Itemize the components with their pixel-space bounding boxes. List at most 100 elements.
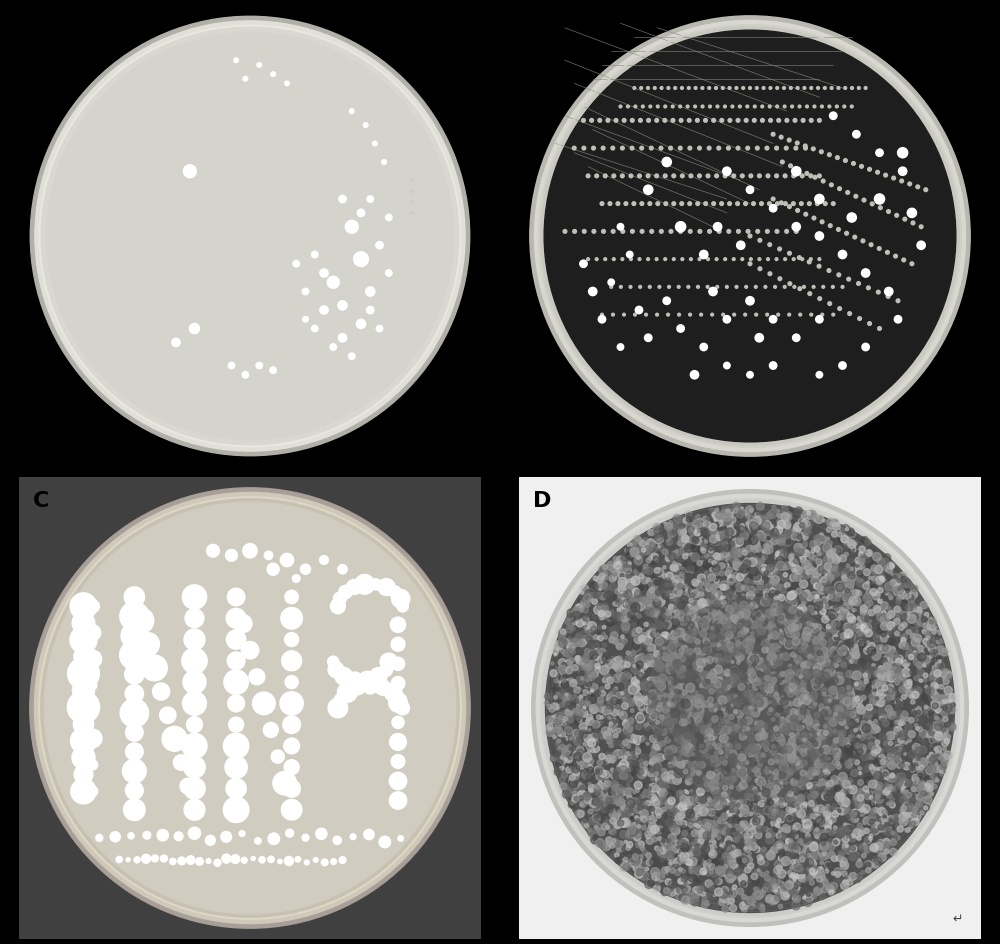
Circle shape — [800, 856, 805, 862]
Circle shape — [690, 569, 694, 573]
Circle shape — [670, 801, 676, 806]
Circle shape — [682, 831, 688, 836]
Circle shape — [709, 734, 715, 740]
Circle shape — [728, 779, 733, 784]
Circle shape — [699, 599, 705, 606]
Circle shape — [821, 778, 828, 784]
Circle shape — [593, 616, 599, 622]
Circle shape — [772, 866, 776, 870]
Circle shape — [723, 174, 727, 177]
Circle shape — [901, 612, 910, 620]
Circle shape — [836, 549, 842, 554]
Circle shape — [680, 851, 689, 861]
Circle shape — [859, 803, 866, 810]
Circle shape — [728, 761, 733, 766]
Circle shape — [726, 874, 734, 883]
Circle shape — [802, 534, 808, 540]
Circle shape — [662, 593, 669, 599]
Circle shape — [765, 767, 772, 773]
Circle shape — [843, 708, 850, 716]
Circle shape — [688, 146, 692, 150]
Circle shape — [668, 714, 672, 717]
Circle shape — [898, 625, 904, 631]
Circle shape — [577, 657, 583, 663]
Circle shape — [701, 544, 705, 548]
Circle shape — [686, 668, 691, 673]
Circle shape — [805, 793, 808, 797]
Circle shape — [876, 805, 885, 815]
Circle shape — [779, 802, 785, 807]
Circle shape — [814, 786, 818, 790]
Circle shape — [814, 734, 817, 738]
Circle shape — [725, 528, 734, 536]
Circle shape — [750, 621, 758, 629]
Circle shape — [814, 762, 818, 767]
Circle shape — [689, 862, 694, 868]
Circle shape — [685, 541, 693, 549]
Circle shape — [630, 857, 636, 864]
Circle shape — [737, 800, 743, 806]
Circle shape — [875, 631, 882, 637]
Circle shape — [830, 647, 838, 654]
Circle shape — [599, 614, 605, 619]
Circle shape — [662, 875, 665, 878]
Circle shape — [728, 575, 735, 582]
Circle shape — [911, 585, 918, 592]
Circle shape — [620, 859, 626, 865]
Circle shape — [702, 752, 706, 756]
Circle shape — [778, 635, 783, 640]
Circle shape — [784, 506, 793, 514]
Circle shape — [896, 828, 900, 832]
Circle shape — [671, 826, 680, 834]
Circle shape — [896, 672, 902, 679]
Circle shape — [723, 800, 728, 804]
Circle shape — [586, 717, 594, 725]
Circle shape — [550, 709, 555, 715]
Circle shape — [897, 842, 900, 846]
Circle shape — [624, 836, 630, 842]
Circle shape — [841, 759, 844, 763]
Circle shape — [940, 763, 947, 770]
Circle shape — [834, 582, 843, 591]
Circle shape — [605, 611, 611, 616]
Circle shape — [71, 779, 96, 804]
Circle shape — [824, 881, 827, 884]
Circle shape — [823, 202, 827, 206]
Circle shape — [681, 580, 685, 583]
Circle shape — [714, 524, 717, 528]
Circle shape — [708, 673, 717, 683]
Circle shape — [844, 635, 848, 640]
Circle shape — [658, 537, 663, 543]
Circle shape — [893, 575, 896, 578]
Circle shape — [657, 637, 664, 644]
Circle shape — [826, 863, 830, 867]
Circle shape — [871, 830, 876, 834]
Circle shape — [824, 667, 828, 671]
Circle shape — [615, 687, 618, 690]
Circle shape — [711, 642, 715, 647]
Circle shape — [899, 794, 902, 798]
Circle shape — [811, 679, 815, 683]
Circle shape — [854, 647, 859, 651]
Circle shape — [578, 751, 582, 755]
Circle shape — [693, 765, 697, 768]
Circle shape — [928, 617, 933, 622]
Circle shape — [801, 649, 804, 652]
Circle shape — [711, 884, 715, 887]
Circle shape — [760, 851, 766, 858]
Circle shape — [840, 605, 849, 614]
Circle shape — [801, 119, 805, 122]
Circle shape — [745, 736, 749, 740]
Circle shape — [748, 785, 757, 794]
Circle shape — [892, 692, 895, 695]
Circle shape — [835, 597, 840, 601]
Circle shape — [831, 285, 834, 288]
Circle shape — [703, 588, 712, 597]
Circle shape — [829, 737, 834, 742]
Circle shape — [770, 801, 774, 804]
Circle shape — [718, 771, 722, 775]
Circle shape — [876, 668, 880, 672]
Circle shape — [756, 892, 759, 896]
Circle shape — [889, 712, 892, 715]
Circle shape — [660, 621, 668, 630]
